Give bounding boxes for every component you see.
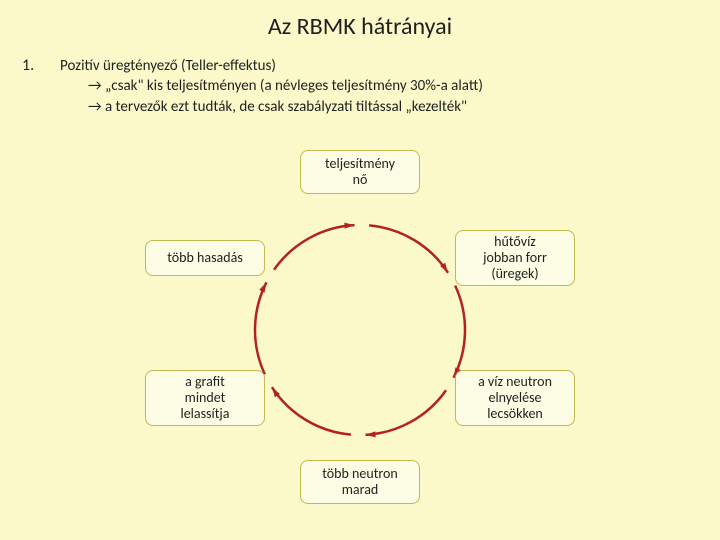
cycle-node-label-line: marad [322,482,398,498]
bullet-block: Pozitív üregtényező (Teller-effektus) → … [60,56,680,117]
cycle-node-label-line: lelassítja [180,406,229,422]
cycle-node-label-line: elnyelése [478,390,552,406]
cycle-node-left2: a grafitmindetlelassítja [145,370,265,426]
cycle-node-label-line: nő [325,172,395,188]
bullet-line-1: Pozitív üregtényező (Teller-effektus) [60,56,680,76]
bullet-line-3: → a tervezők ezt tudták, de csak szabály… [60,97,680,117]
cycle-node-label-line: mindet [180,390,229,406]
cycle-node-right1: hűtővízjobban forr(üregek) [455,230,575,286]
cycle-node-label-line: teljesítmény [325,156,395,172]
cycle-node-label: teljesítménynő [325,156,395,188]
cycle-node-label-line: több neutron [322,466,398,482]
cycle-node-label-line: jobban forr [483,250,547,266]
cycle-node-top: teljesítménynő [300,150,420,194]
cycle-node-label-line: több hasadás [167,250,243,266]
cycle-node-right2: a víz neutronelnyeléselecsökken [455,370,575,426]
cycle-node-label: hűtővízjobban forr(üregek) [483,234,547,282]
cycle-node-label-line: hűtővíz [483,234,547,250]
cycle-node-label: több neutronmarad [322,466,398,498]
cycle-node-label-line: lecsökken [478,406,552,422]
cycle-node-label-line: a víz neutron [478,374,552,390]
cycle-node-label: a grafitmindetlelassítja [180,374,229,422]
page-title: Az RBMK hátrányai [0,12,720,41]
cycle-node-bottom: több neutronmarad [300,460,420,504]
slide-page: Az RBMK hátrányai 1. Pozitív üregtényező… [0,0,720,540]
cycle-diagram: teljesítménynő hűtővízjobban forr(üregek)… [0,130,720,530]
cycle-node-label-line: (üregek) [483,266,547,282]
bullet-line-2: → „csak" kis teljesítményen (a névleges … [60,76,680,96]
list-number: 1. [22,56,34,75]
cycle-node-label: több hasadás [167,250,243,266]
cycle-node-label: a víz neutronelnyeléselecsökken [478,374,552,422]
cycle-node-left1: több hasadás [145,240,265,276]
cycle-node-label-line: a grafit [180,374,229,390]
